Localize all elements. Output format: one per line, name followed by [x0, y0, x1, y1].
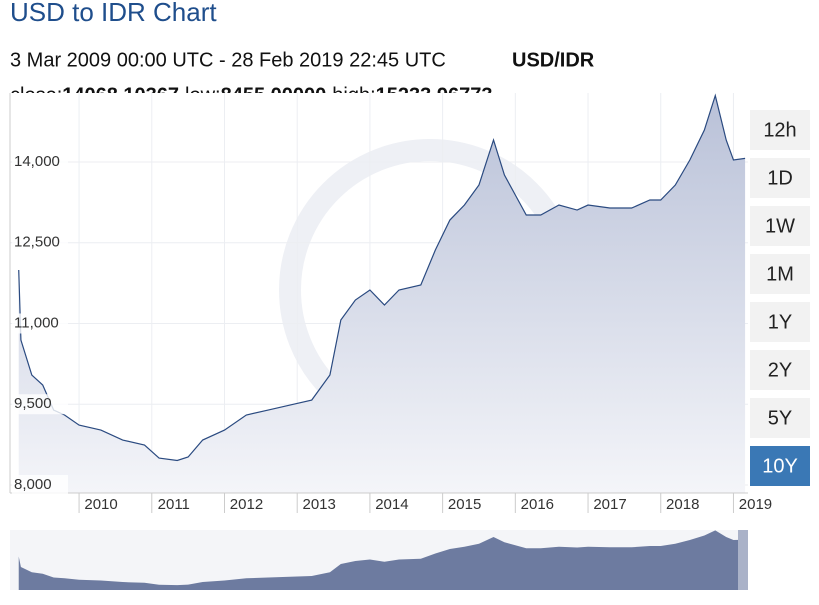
area	[18, 95, 746, 493]
y-tick-label: 9,500	[14, 395, 52, 412]
y-tick-label: 8,000	[14, 476, 52, 493]
range-button-label[interactable]: 1W	[765, 215, 795, 237]
range-button-label[interactable]: 12h	[763, 119, 796, 141]
x-tick-label: 2011	[158, 496, 190, 513]
x-tick-label: 2010	[84, 496, 117, 513]
x-tick-label: 2014	[375, 496, 408, 513]
x-tick-label: 2017	[593, 496, 626, 513]
line	[18, 93, 746, 462]
y-tick-label-bg	[12, 152, 68, 173]
range-button-label[interactable]: 2Y	[768, 359, 792, 381]
y-tick-label-bg	[12, 394, 68, 415]
range-button[interactable]	[750, 110, 810, 150]
range-button-label[interactable]: 10Y	[762, 455, 798, 477]
range-buttons: 12h 1D 1W 1M 1Y 2Y 5Y 10Y	[750, 110, 810, 486]
range-button-label[interactable]: 1Y	[768, 311, 792, 333]
title: USD to IDR Chart	[10, 0, 217, 27]
pair: USD/IDR	[512, 49, 595, 71]
range-button-label[interactable]: 5Y	[768, 407, 792, 429]
x-tick-label: 2018	[666, 496, 699, 513]
range-button-label[interactable]: 1M	[766, 263, 794, 285]
range-button[interactable]	[750, 302, 810, 342]
x-tick-label: 2016	[521, 496, 554, 513]
range: 3 Mar 2009 00:00 UTC - 28 Feb 2019 22:45…	[10, 49, 446, 71]
y-tick-label-bg	[12, 313, 68, 334]
range-button-label[interactable]: 1D	[767, 167, 793, 189]
range-button[interactable]	[750, 350, 810, 390]
range-button[interactable]	[750, 446, 810, 486]
plot	[10, 93, 748, 513]
y-tick-label: 14,000	[14, 153, 60, 170]
navigator-handle[interactable]	[738, 530, 748, 590]
y-tick-label: 11,000	[14, 314, 59, 331]
navigator-area	[18, 530, 746, 590]
y-tick-label: 12,500	[14, 234, 60, 251]
y-tick-label-bg	[12, 232, 68, 253]
x-tick-label: 2019	[739, 496, 772, 513]
x-tick-label: 2013	[303, 496, 336, 513]
range-button[interactable]	[750, 158, 810, 198]
range-button[interactable]	[750, 254, 810, 294]
y-tick-label-bg	[12, 474, 68, 495]
range-button[interactable]	[750, 398, 810, 438]
range-button[interactable]	[750, 206, 810, 246]
navigator	[18, 530, 746, 590]
x-tick-label: 2015	[448, 496, 481, 513]
x-tick-label: 2012	[230, 496, 263, 513]
